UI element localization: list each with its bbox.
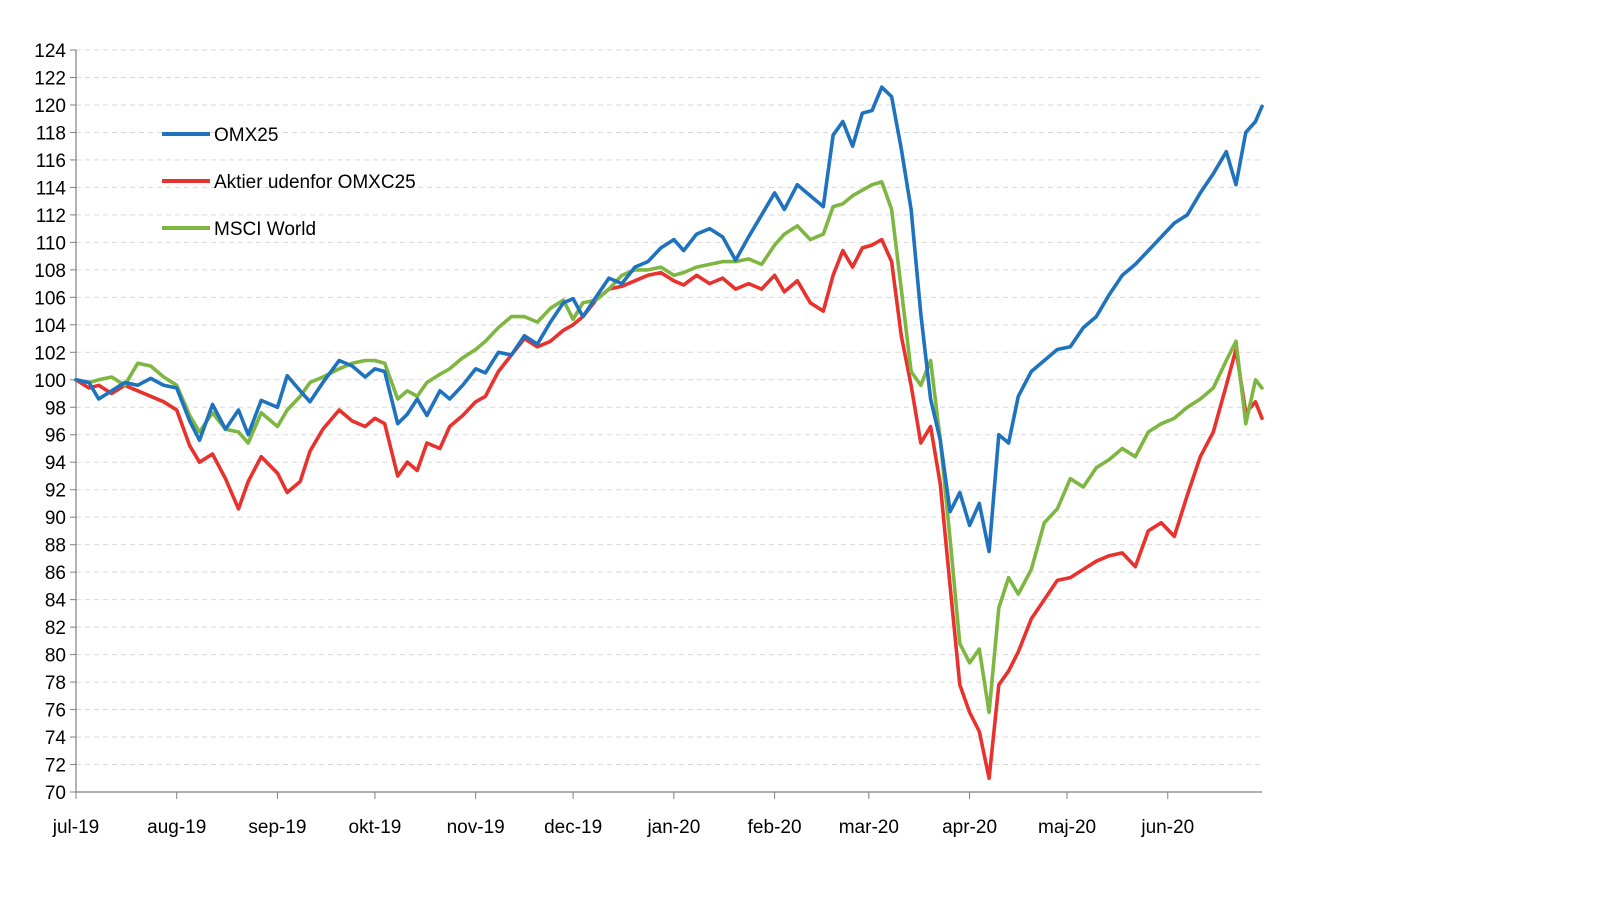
x-tick-label: jun-20 (1140, 817, 1194, 838)
y-tick-label: 82 (45, 618, 66, 639)
x-tick-label: jul-19 (52, 817, 99, 838)
y-tick-label: 112 (36, 206, 66, 227)
y-tick-label: 104 (34, 316, 66, 337)
y-tick-label: 90 (45, 508, 66, 529)
legend-label-msci-world: MSCI World (214, 219, 316, 240)
x-tick-label: okt-19 (349, 817, 402, 838)
y-tick-label: 110 (36, 233, 66, 254)
legend-label-omx25: OMX25 (214, 125, 278, 146)
y-tick-label: 94 (45, 453, 67, 474)
x-tick-label: maj-20 (1038, 817, 1096, 838)
y-tick-label: 72 (45, 756, 66, 777)
series-lines (74, 85, 1264, 781)
y-tick-label: 120 (34, 96, 66, 117)
axes: 70 72 74 76 78 80 82 84 86 88 90 92 94 96 98 100 102 104 1… (34, 41, 1262, 838)
x-tick-label: dec-19 (544, 817, 602, 838)
y-tick-label: 70 (45, 783, 66, 804)
y-tick-label: 114 (36, 178, 67, 199)
y-tick-label: 124 (34, 41, 66, 62)
y-tick-label: 96 (45, 426, 66, 447)
y-tick-label: 106 (34, 288, 66, 309)
y-tick-label: 100 (34, 371, 66, 392)
y-tick-label: 86 (45, 563, 66, 584)
x-tick-label: jan-20 (646, 817, 700, 838)
gridlines (76, 49, 1262, 766)
legend-label-aktier-udenfor-omxc25: Aktier udenfor OMXC25 (214, 172, 416, 193)
y-tick-label: 116 (36, 151, 66, 172)
y-tick-label: 74 (45, 728, 67, 749)
y-tick-label: 80 (45, 646, 66, 667)
legend: OMX25 Aktier udenfor OMXC25 MSCI World (162, 125, 416, 240)
x-tick-label: mar-20 (839, 817, 899, 838)
y-tick-label: 76 (45, 701, 66, 722)
y-tick-label: 98 (45, 398, 66, 419)
series-line-aktier-udenfor-omxc25 (74, 237, 1264, 781)
y-tick-label: 118 (36, 123, 66, 144)
y-tick-label: 84 (45, 591, 67, 612)
y-tick-label: 92 (45, 481, 66, 502)
x-tick-label: apr-20 (942, 817, 997, 838)
x-tick-label: nov-19 (447, 817, 505, 838)
y-tick-label: 78 (45, 673, 66, 694)
y-tick-label: 88 (45, 536, 66, 557)
y-tick-label: 102 (34, 343, 66, 364)
y-tick-label: 122 (34, 68, 66, 89)
x-tick-label: aug-19 (147, 817, 206, 838)
series-line-omx25 (74, 85, 1264, 554)
series-line-msci-world (74, 180, 1264, 715)
x-tick-label: sep-19 (248, 817, 306, 838)
y-tick-label: 108 (34, 261, 66, 282)
x-tick-label: feb-20 (748, 817, 802, 838)
